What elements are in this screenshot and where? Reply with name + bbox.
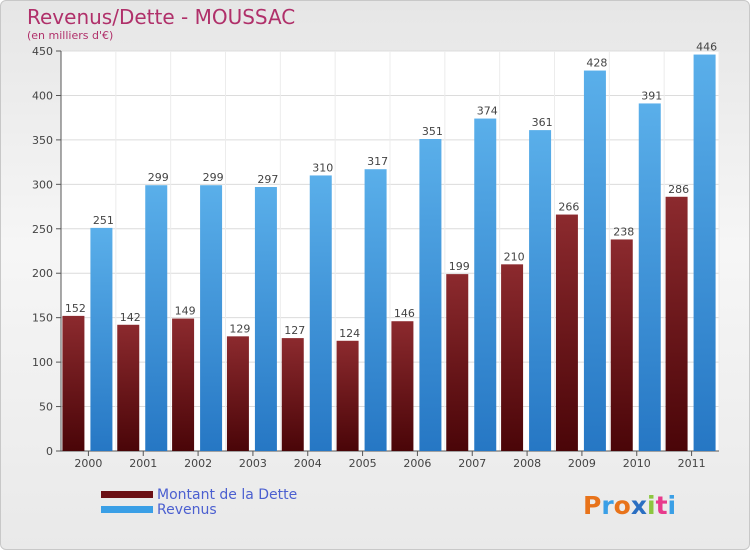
logo-letter: i: [667, 491, 677, 520]
bar-revenue: [474, 118, 497, 452]
bar-revenue: [90, 227, 113, 451]
bar-debt: [62, 315, 85, 451]
data-label-debt: 238: [613, 225, 634, 238]
legend-label-revenue: Revenus: [157, 501, 217, 518]
data-label-revenue: 317: [367, 155, 388, 168]
data-label-debt: 152: [65, 302, 86, 315]
y-tick-label: 300: [32, 178, 53, 191]
bar-revenue: [145, 185, 168, 451]
bar-debt: [610, 239, 633, 451]
x-tick-label: 2011: [678, 457, 706, 470]
data-label-revenue: 361: [532, 116, 553, 129]
x-tick-label: 2002: [184, 457, 212, 470]
bar-revenue: [693, 54, 716, 452]
data-label-debt: 199: [449, 260, 470, 273]
legend-swatch-revenue: [101, 506, 153, 513]
data-label-revenue: 374: [477, 105, 498, 118]
bar-debt: [391, 321, 414, 451]
y-tick-label: 100: [32, 356, 53, 369]
legend-label-debt: Montant de la Dette: [157, 486, 298, 503]
x-tick-label: 2010: [623, 457, 651, 470]
x-tick-label: 2000: [74, 457, 102, 470]
bar-revenue: [583, 70, 606, 452]
data-label-revenue: 446: [696, 41, 717, 54]
bar-debt: [501, 264, 524, 451]
bar-revenue: [200, 185, 223, 451]
logo-letter: P: [583, 491, 602, 520]
data-label-debt: 286: [668, 183, 689, 196]
data-label-debt: 129: [229, 322, 250, 335]
y-tick-label: 150: [32, 312, 53, 325]
data-label-revenue: 299: [203, 171, 224, 184]
y-tick-label: 350: [32, 134, 53, 147]
chart-title: Revenus/Dette - MOUSSAC: [27, 5, 296, 29]
x-tick-label: 2007: [458, 457, 486, 470]
chart-subtitle: (en milliers d'€): [27, 29, 114, 42]
bar-debt: [226, 336, 249, 451]
legend-item-revenue: Revenus: [101, 501, 297, 518]
bar-revenue: [419, 139, 442, 451]
data-label-debt: 124: [339, 327, 360, 340]
bar-debt: [665, 196, 688, 451]
data-label-revenue: 297: [257, 173, 278, 186]
legend: Montant de la Dette Revenus: [101, 486, 298, 518]
legend-item-debt: Montant de la Dette: [101, 486, 298, 503]
x-tick-label: 2003: [239, 457, 267, 470]
y-tick-label: 0: [46, 445, 53, 458]
logo-letter: x: [630, 491, 647, 520]
data-label-debt: 210: [504, 250, 525, 263]
data-label-revenue: 299: [148, 171, 169, 184]
bar-revenue: [254, 187, 277, 451]
logo-letter: i: [647, 491, 656, 520]
data-label-debt: 127: [284, 324, 305, 337]
data-label-debt: 149: [175, 305, 196, 318]
bar-debt: [336, 340, 359, 451]
bar-debt: [281, 338, 304, 451]
x-tick-label: 2008: [513, 457, 541, 470]
proxiti-logo: Proxiti: [583, 491, 676, 520]
bar-debt: [555, 214, 578, 451]
data-label-debt: 142: [120, 311, 141, 324]
bar-revenue: [529, 130, 552, 451]
legend-swatch-debt: [101, 491, 153, 498]
bar-revenue: [364, 169, 387, 451]
logo-letter: o: [613, 491, 631, 520]
data-label-revenue: 251: [93, 214, 114, 227]
bar-debt: [446, 274, 469, 451]
logo-letter: t: [655, 491, 668, 520]
data-label-revenue: 351: [422, 125, 443, 138]
y-tick-label: 450: [32, 45, 53, 58]
data-label-revenue: 310: [312, 161, 333, 174]
data-label-debt: 146: [394, 307, 415, 320]
bar-revenue: [638, 103, 661, 451]
data-label-revenue: 428: [586, 57, 607, 70]
x-tick-label: 2005: [349, 457, 377, 470]
logo-letter: r: [601, 491, 614, 520]
y-tick-label: 200: [32, 267, 53, 280]
data-label-debt: 266: [558, 201, 579, 214]
x-tick-label: 2001: [129, 457, 157, 470]
bar-revenue: [309, 175, 332, 451]
y-tick-label: 50: [39, 401, 53, 414]
x-tick-label: 2006: [403, 457, 431, 470]
x-tick-label: 2009: [568, 457, 596, 470]
x-tick-label: 2004: [294, 457, 322, 470]
y-tick-label: 250: [32, 223, 53, 236]
bar-debt: [172, 318, 195, 451]
bar-debt: [117, 324, 140, 451]
y-tick-label: 400: [32, 89, 53, 102]
data-label-revenue: 391: [641, 89, 662, 102]
